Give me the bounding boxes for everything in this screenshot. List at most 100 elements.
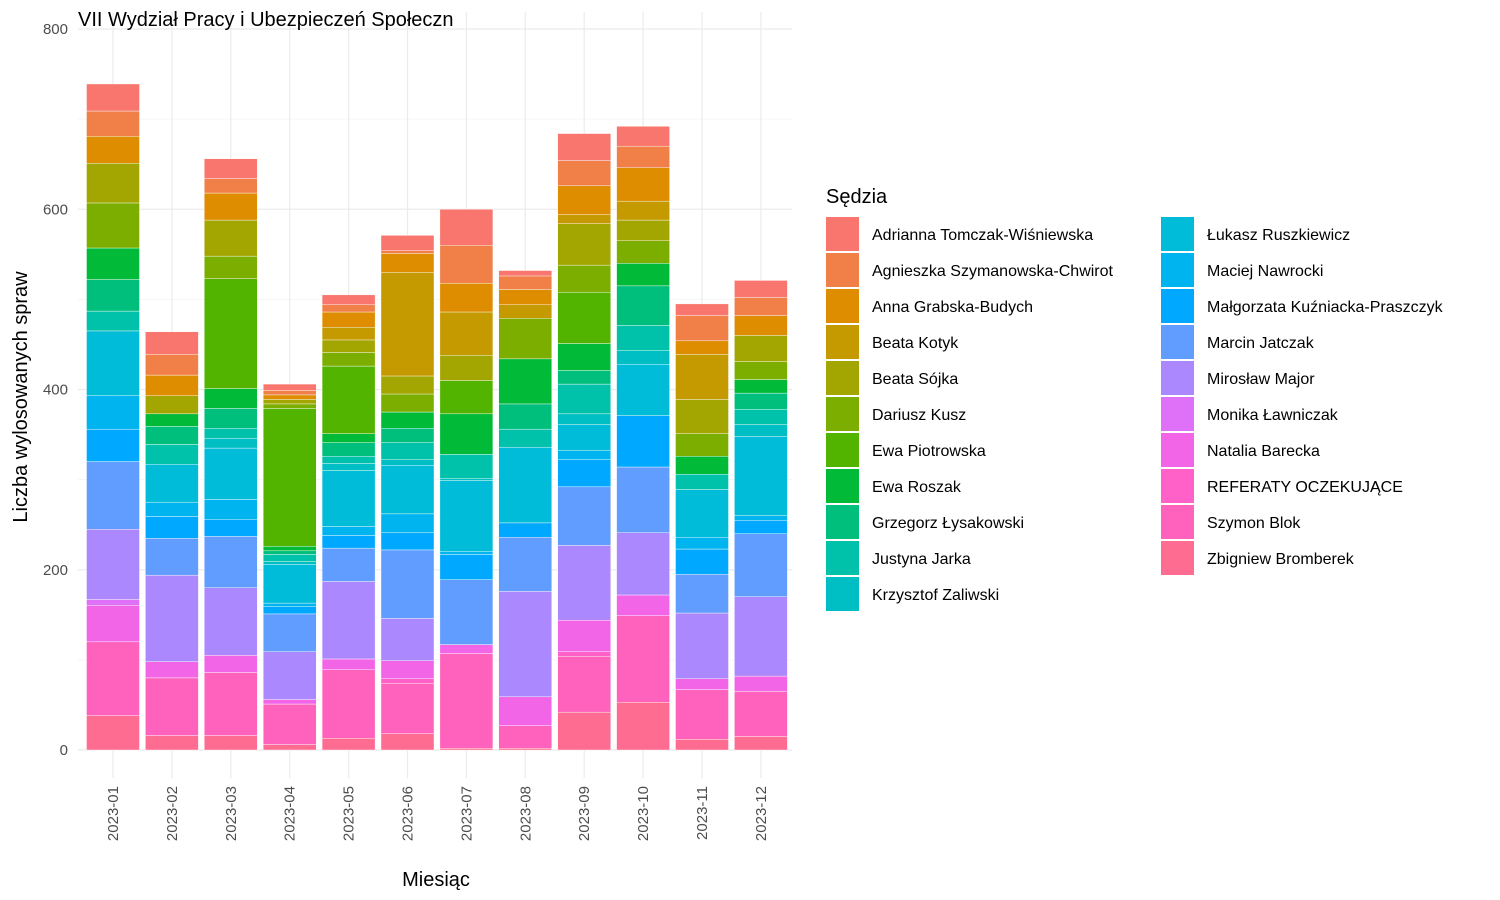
bar-segment bbox=[263, 606, 317, 615]
bar-segment bbox=[321, 535, 376, 549]
legend-key bbox=[1161, 469, 1194, 503]
bar-segment bbox=[321, 526, 376, 536]
bar-segment bbox=[439, 480, 494, 552]
legend-key bbox=[1161, 505, 1194, 539]
bar-segment bbox=[616, 350, 670, 365]
legend-label: Monika Ławniczak bbox=[1207, 407, 1339, 424]
bar-segment bbox=[380, 660, 435, 680]
bar-segment bbox=[675, 738, 729, 751]
bar-segment bbox=[263, 613, 317, 652]
bar-segment bbox=[498, 747, 552, 751]
bar-segment bbox=[263, 390, 317, 396]
bar-segment bbox=[321, 547, 376, 582]
bar-segment bbox=[734, 533, 788, 597]
bar-segment bbox=[380, 532, 435, 551]
bar-segment bbox=[734, 379, 788, 394]
bar-segment bbox=[145, 395, 199, 415]
bar-segment bbox=[616, 702, 670, 751]
bar-segment bbox=[557, 264, 611, 293]
bar-segment bbox=[145, 501, 199, 517]
bar-segment bbox=[86, 202, 140, 249]
x-tick-label: 2023-04 bbox=[282, 786, 299, 841]
bar-segment bbox=[675, 354, 729, 400]
bar-segment bbox=[439, 413, 494, 455]
bar-segment bbox=[675, 455, 729, 475]
bar-segment bbox=[380, 459, 435, 466]
x-tick-label: 2023-01 bbox=[105, 786, 122, 841]
bar-segment bbox=[204, 192, 258, 221]
bar-segment bbox=[86, 279, 140, 312]
bar-segment bbox=[557, 450, 611, 460]
legend-key bbox=[1161, 325, 1194, 359]
bar-segment bbox=[321, 442, 376, 457]
bar-segment bbox=[204, 735, 258, 751]
bar-segment bbox=[675, 537, 729, 550]
x-tick-label: 2023-08 bbox=[517, 786, 534, 841]
bar-segment bbox=[86, 715, 140, 751]
bar-segment bbox=[380, 549, 435, 619]
bar-segment bbox=[734, 424, 788, 437]
bar-segment bbox=[439, 454, 494, 479]
legend-key bbox=[826, 577, 859, 611]
bar-segment bbox=[204, 408, 258, 429]
bar-segment bbox=[498, 696, 552, 726]
bar-segment bbox=[380, 733, 435, 751]
bar-segment bbox=[498, 304, 552, 319]
bar-segment bbox=[557, 413, 611, 425]
bar-segment bbox=[86, 163, 140, 204]
y-tick-label: 0 bbox=[60, 742, 68, 759]
bar-segment bbox=[734, 392, 788, 410]
bar-segment bbox=[204, 672, 258, 736]
bar-segment bbox=[321, 455, 376, 464]
bar-segment bbox=[675, 689, 729, 740]
bar-segment bbox=[557, 424, 611, 451]
legend-key bbox=[1161, 397, 1194, 431]
bar-segment bbox=[557, 160, 611, 187]
bar-segment bbox=[557, 545, 611, 621]
legend-key bbox=[1161, 361, 1194, 395]
bar-segment bbox=[616, 167, 670, 202]
bar-segment bbox=[734, 280, 788, 298]
legend-key bbox=[826, 253, 859, 287]
bar-segment bbox=[734, 409, 788, 425]
bar-segment bbox=[321, 669, 376, 739]
bar-segment bbox=[145, 735, 199, 751]
bar-segment bbox=[675, 474, 729, 490]
legend-label: Mirosław Major bbox=[1207, 371, 1315, 388]
bar-segment bbox=[86, 110, 140, 137]
bar-segment bbox=[86, 395, 140, 430]
bar-segment bbox=[557, 383, 611, 415]
bar-segment bbox=[616, 200, 670, 221]
bar-segment bbox=[86, 310, 140, 332]
x-tick-label: 2023-11 bbox=[694, 786, 711, 840]
legend-label: Natalia Barecka bbox=[1207, 443, 1320, 460]
legend-label: Beata Sójka bbox=[872, 371, 958, 388]
bar-segment bbox=[204, 388, 258, 409]
bar-segment bbox=[734, 519, 788, 534]
x-tick-label: 2023-07 bbox=[458, 786, 475, 841]
bar-segment bbox=[204, 255, 258, 279]
bar-segment bbox=[263, 703, 317, 745]
legend-label: Maciej Nawrocki bbox=[1207, 263, 1323, 280]
bar-segment bbox=[498, 428, 552, 448]
bar-segment bbox=[439, 245, 494, 284]
bar-segment bbox=[557, 711, 611, 751]
bar-segment bbox=[263, 561, 317, 565]
bar-segment bbox=[439, 355, 494, 381]
legend-label: Ewa Piotrowska bbox=[872, 443, 986, 460]
bar-segment bbox=[498, 358, 552, 405]
bar-segment bbox=[498, 403, 552, 430]
bar-segment bbox=[439, 579, 494, 645]
bar-segment bbox=[675, 678, 729, 690]
bar-segment bbox=[86, 641, 140, 716]
bar-segment bbox=[380, 683, 435, 734]
bar-segment bbox=[86, 428, 140, 462]
bar-segment bbox=[616, 466, 670, 533]
legend-label: Zbigniew Bromberek bbox=[1207, 551, 1355, 568]
bar-segment bbox=[321, 581, 376, 660]
bar-segment bbox=[557, 651, 611, 657]
bar-segment bbox=[734, 691, 788, 737]
bar-segment bbox=[616, 364, 670, 416]
bar-segment bbox=[498, 270, 552, 277]
bar-segment bbox=[86, 330, 140, 397]
